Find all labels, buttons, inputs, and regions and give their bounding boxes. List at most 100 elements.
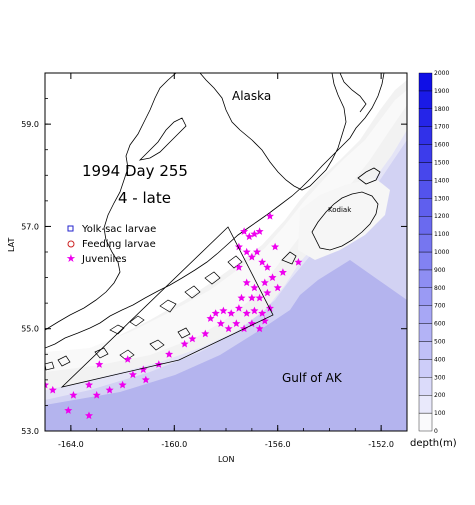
colorbar-level-label: 700 — [434, 303, 446, 310]
juvenile-star — [45, 380, 49, 389]
juvenile-star — [253, 247, 261, 256]
x-axis-label: LON — [218, 455, 234, 464]
juvenile-star — [224, 324, 233, 333]
juvenile-star — [201, 329, 210, 338]
colorbar-level-label: 200 — [434, 392, 446, 399]
y-tick-label: 57.0 — [21, 222, 39, 231]
colorbar-bin — [418, 323, 433, 342]
juvenile-star — [219, 306, 228, 315]
juvenile-star — [242, 278, 251, 287]
colorbar-bin — [418, 251, 433, 271]
y-axis-label: LAT — [7, 238, 16, 252]
juvenile-star — [255, 227, 264, 235]
y-tick-label: 59.0 — [21, 120, 39, 129]
colorbar-bin — [418, 412, 433, 432]
colorbar-bin — [418, 198, 433, 217]
juvenile-star — [180, 339, 189, 348]
y-axis: 59.0 57.0 55.0 53.0 — [21, 72, 407, 436]
colorbar-unit: depth(m) — [410, 438, 457, 449]
juvenile-star — [268, 273, 277, 281]
juvenile-star — [271, 242, 280, 251]
colorbar-level-label: 1500 — [434, 160, 449, 167]
juvenile-star — [92, 391, 101, 399]
juvenile-star — [255, 324, 264, 333]
juvenile-star — [260, 278, 269, 287]
colorbar-level-label: 1300 — [434, 195, 449, 202]
colorbar-level-label: 100 — [434, 410, 446, 417]
juvenile-star — [95, 360, 104, 368]
colorbar-level-label: 400 — [434, 356, 446, 363]
colorbar-bin — [418, 215, 433, 235]
legend: Yolk-sac larvae Feeding larvae ★ Juvenil… — [66, 224, 156, 265]
juvenile-star — [48, 385, 57, 394]
juvenile-star — [211, 309, 220, 317]
juvenile-symbol: ★ — [66, 252, 76, 265]
juvenile-star — [216, 319, 225, 327]
kodiak-island — [281, 167, 381, 265]
juvenile-star — [188, 334, 197, 343]
colorbar-level-label: 900 — [434, 267, 446, 274]
y-tick-label: 55.0 — [21, 325, 39, 334]
legend-feeding: Feeding larvae — [82, 239, 156, 250]
x-tick-label: -164.0 — [58, 440, 84, 449]
colorbar-bin — [418, 126, 433, 145]
juvenile-star — [105, 385, 114, 394]
juvenile-star — [154, 360, 163, 368]
colorbar-level-label: 1100 — [434, 231, 449, 238]
juvenile-star — [206, 314, 215, 322]
feeding-symbol — [67, 240, 75, 248]
x-tick-label: -156.0 — [265, 440, 291, 449]
colorbar-level-label: 600 — [434, 321, 446, 328]
colorbar-bin — [418, 233, 433, 253]
juvenile-star — [165, 350, 174, 358]
x-tick-label: -152.0 — [368, 440, 394, 449]
juvenile-star — [263, 288, 272, 297]
juvenile-star — [123, 355, 132, 363]
juvenile-star — [245, 232, 254, 241]
depth-colorbar: 0 100 200 300 400 500 600 700 800 900 1000 1100 1200… — [418, 70, 449, 435]
juvenile-star — [247, 252, 256, 261]
juvenile-star — [273, 283, 282, 292]
x-axis: -164.0 -160.0 -156.0 -152.0 — [44, 73, 408, 449]
juvenile-star — [266, 304, 274, 312]
legend-yolk-sac: Yolk-sac larvae — [81, 224, 156, 235]
colorbar-bin — [418, 395, 433, 414]
colorbar-bin — [418, 287, 433, 306]
juvenile-star — [64, 406, 73, 414]
map-title-line2: 4 - late — [118, 189, 171, 207]
colorbar-bin — [418, 305, 433, 324]
colorbar-level-label: 1400 — [434, 177, 449, 184]
yolk-sac-symbol — [67, 225, 74, 232]
juvenile-star — [234, 263, 243, 271]
colorbar-bin — [418, 108, 433, 127]
juvenile-star — [242, 247, 251, 256]
juvenile-star — [247, 319, 256, 327]
colorbar-bin — [418, 377, 433, 396]
juvenile-star — [234, 242, 243, 251]
juvenile-markers — [45, 212, 303, 420]
kodiak-shelf — [298, 178, 390, 260]
juvenile-star — [247, 293, 256, 302]
colorbar-level-label: 800 — [434, 285, 446, 292]
colorbar-bin — [418, 90, 433, 110]
juvenile-star — [85, 380, 93, 389]
colorbar-bin — [418, 180, 433, 199]
juvenile-star — [237, 293, 246, 302]
colorbar-bin — [418, 359, 433, 378]
gulf-label: Gulf of AK — [282, 371, 343, 385]
x-tick-label: -160.0 — [161, 440, 187, 449]
juvenile-star — [232, 319, 241, 327]
juvenile-star — [260, 316, 269, 325]
juvenile-star — [128, 370, 137, 379]
juvenile-star — [266, 212, 274, 220]
colorbar-bin — [418, 144, 433, 163]
juvenile-star — [118, 380, 127, 389]
colorbar-bin — [418, 72, 433, 92]
colorbar-level-label: 1800 — [434, 106, 449, 113]
juvenile-star — [250, 306, 259, 315]
colorbar-level-label: 1700 — [434, 124, 449, 131]
juvenile-star — [242, 309, 251, 317]
juvenile-star — [85, 411, 93, 420]
juvenile-star — [234, 304, 243, 312]
